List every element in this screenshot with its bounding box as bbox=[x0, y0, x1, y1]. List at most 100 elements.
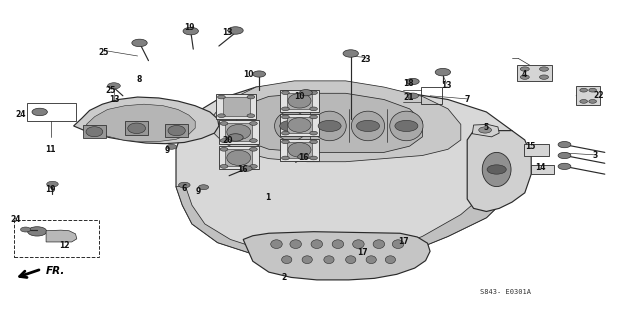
Ellipse shape bbox=[311, 240, 323, 248]
Text: 14: 14 bbox=[536, 164, 546, 172]
Polygon shape bbox=[280, 90, 319, 112]
Text: 20: 20 bbox=[223, 136, 233, 145]
Text: 2: 2 bbox=[282, 273, 287, 282]
Text: 24: 24 bbox=[10, 215, 20, 224]
Ellipse shape bbox=[227, 150, 251, 165]
Ellipse shape bbox=[290, 240, 301, 248]
Polygon shape bbox=[125, 121, 148, 135]
Polygon shape bbox=[524, 144, 549, 156]
Polygon shape bbox=[83, 125, 106, 138]
Circle shape bbox=[435, 68, 451, 76]
Circle shape bbox=[589, 88, 596, 92]
Circle shape bbox=[20, 227, 31, 232]
Text: 24: 24 bbox=[15, 110, 26, 119]
Polygon shape bbox=[287, 93, 312, 109]
Polygon shape bbox=[472, 124, 499, 137]
Circle shape bbox=[395, 120, 418, 132]
FancyBboxPatch shape bbox=[14, 220, 99, 257]
Circle shape bbox=[343, 50, 358, 57]
Circle shape bbox=[558, 142, 571, 148]
Text: 19: 19 bbox=[45, 185, 55, 194]
Circle shape bbox=[558, 163, 571, 169]
Polygon shape bbox=[467, 131, 531, 211]
Ellipse shape bbox=[288, 94, 311, 108]
Ellipse shape bbox=[227, 124, 251, 140]
Polygon shape bbox=[243, 232, 430, 280]
Circle shape bbox=[250, 147, 257, 151]
Circle shape bbox=[282, 115, 289, 119]
Text: 1: 1 bbox=[265, 193, 270, 202]
Text: 17: 17 bbox=[357, 248, 367, 257]
Polygon shape bbox=[287, 142, 312, 158]
Circle shape bbox=[250, 122, 257, 125]
Text: S843- E0301A: S843- E0301A bbox=[480, 289, 531, 295]
Polygon shape bbox=[46, 230, 77, 242]
Polygon shape bbox=[74, 97, 219, 144]
Text: 25: 25 bbox=[105, 86, 115, 95]
Text: 9: 9 bbox=[196, 187, 201, 196]
Polygon shape bbox=[280, 139, 319, 161]
Circle shape bbox=[220, 165, 228, 168]
Polygon shape bbox=[280, 114, 319, 136]
Circle shape bbox=[540, 75, 548, 79]
Circle shape bbox=[282, 140, 289, 144]
Text: 23: 23 bbox=[361, 55, 371, 64]
Ellipse shape bbox=[168, 125, 186, 136]
Text: 13: 13 bbox=[222, 28, 232, 37]
Text: 13: 13 bbox=[109, 95, 119, 104]
Text: 3: 3 bbox=[593, 151, 598, 160]
Circle shape bbox=[166, 144, 177, 149]
Text: 17: 17 bbox=[398, 238, 408, 246]
Polygon shape bbox=[531, 165, 554, 174]
Polygon shape bbox=[176, 149, 525, 261]
Circle shape bbox=[520, 75, 529, 79]
Ellipse shape bbox=[128, 123, 145, 133]
Circle shape bbox=[253, 71, 266, 77]
Ellipse shape bbox=[275, 111, 308, 141]
Circle shape bbox=[558, 152, 571, 159]
Ellipse shape bbox=[390, 111, 423, 141]
Ellipse shape bbox=[483, 152, 511, 187]
Polygon shape bbox=[219, 120, 259, 144]
Circle shape bbox=[356, 120, 380, 132]
Circle shape bbox=[218, 114, 225, 118]
Text: 25: 25 bbox=[99, 49, 109, 57]
Text: 7: 7 bbox=[465, 95, 470, 104]
Ellipse shape bbox=[288, 118, 311, 132]
Polygon shape bbox=[216, 94, 256, 119]
Text: 4: 4 bbox=[522, 70, 527, 79]
Text: 19: 19 bbox=[184, 24, 195, 32]
Circle shape bbox=[310, 107, 317, 111]
Circle shape bbox=[198, 185, 209, 190]
Polygon shape bbox=[176, 84, 525, 261]
Text: 12: 12 bbox=[59, 241, 69, 250]
Ellipse shape bbox=[313, 111, 346, 141]
Ellipse shape bbox=[385, 256, 396, 264]
Circle shape bbox=[479, 127, 492, 133]
Circle shape bbox=[247, 95, 255, 99]
Text: 5: 5 bbox=[484, 123, 489, 132]
Polygon shape bbox=[165, 124, 188, 137]
Circle shape bbox=[220, 147, 228, 151]
Circle shape bbox=[406, 78, 419, 85]
Ellipse shape bbox=[353, 240, 364, 248]
Circle shape bbox=[228, 134, 243, 141]
Circle shape bbox=[310, 115, 317, 119]
Ellipse shape bbox=[332, 240, 344, 248]
Circle shape bbox=[520, 67, 529, 71]
Text: FR.: FR. bbox=[46, 266, 65, 276]
Text: 13: 13 bbox=[442, 81, 452, 90]
Ellipse shape bbox=[288, 143, 311, 157]
Polygon shape bbox=[237, 93, 422, 152]
Circle shape bbox=[310, 140, 317, 144]
Ellipse shape bbox=[302, 256, 312, 264]
Circle shape bbox=[218, 95, 225, 99]
Circle shape bbox=[282, 107, 289, 111]
Polygon shape bbox=[287, 117, 312, 133]
Ellipse shape bbox=[282, 256, 292, 264]
Circle shape bbox=[282, 156, 289, 160]
Text: 18: 18 bbox=[403, 80, 413, 88]
Circle shape bbox=[540, 67, 548, 71]
Circle shape bbox=[132, 39, 147, 47]
Polygon shape bbox=[225, 149, 252, 166]
